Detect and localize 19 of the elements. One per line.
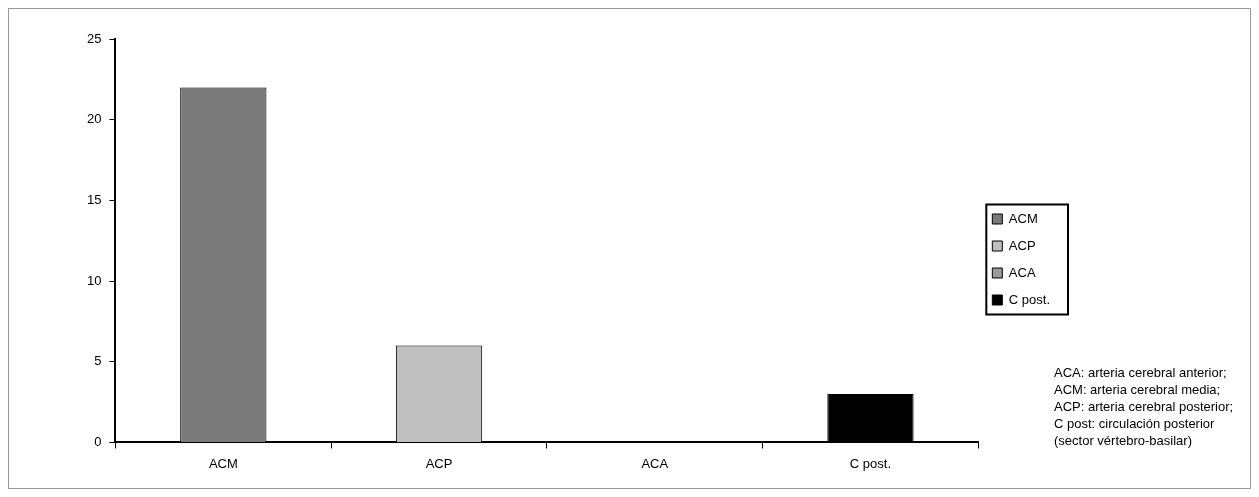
x-tick-label: C post. [849,455,892,471]
y-tick-label: 0 [94,433,102,449]
text: ACA: arteria cerebral anterior; [1054,364,1228,381]
text: (sector vértebro-basilar) [1054,432,1193,449]
y-tick-label: 5 [94,353,102,369]
x-tick-label: ACA [641,455,669,471]
text: ACM: arteria cerebral media; [1054,381,1222,398]
y-tick-label: 10 [86,272,102,288]
x-tick-label: ACM [208,455,238,471]
legend-label: ACM [1008,210,1038,226]
legend-label: ACP [1008,237,1036,253]
y-tick-label: 20 [86,111,102,127]
x-tick-label: ACP [425,455,453,471]
y-tick-label: 25 [86,30,102,46]
legend-label: ACA [1008,264,1036,280]
legend-label: C post. [1008,291,1050,307]
text: C post: circulación posterior [1054,415,1216,432]
text: ACP: arteria cerebral posterior; [1054,398,1234,415]
y-tick-label: 15 [86,191,102,207]
